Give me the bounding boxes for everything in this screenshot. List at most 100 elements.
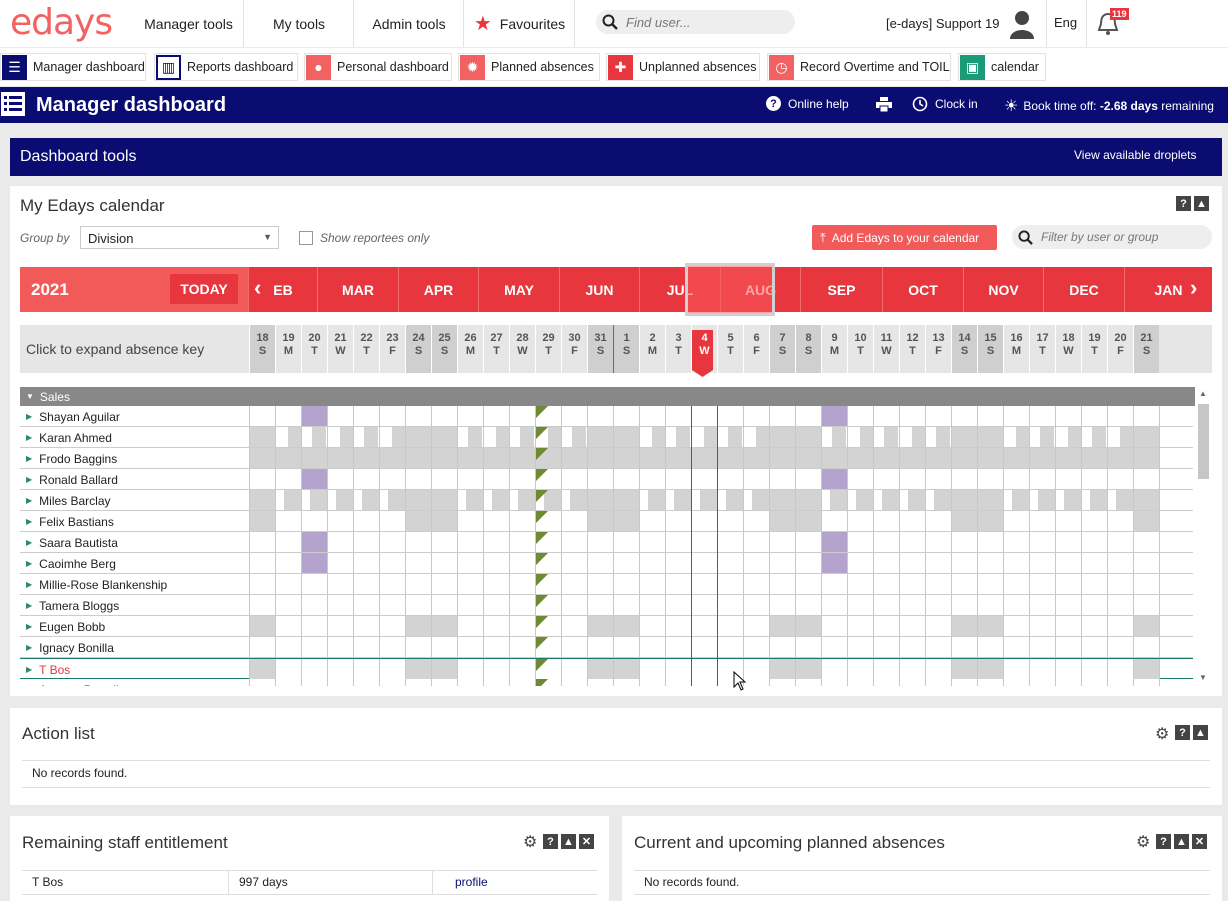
quicklink-calendar[interactable]: ▣ calendar <box>958 53 1046 81</box>
nav-favourites[interactable]: ★ Favourites <box>465 0 575 47</box>
calendar-cell[interactable] <box>769 659 795 679</box>
calendar-cell[interactable] <box>509 595 535 615</box>
calendar-cell[interactable] <box>561 616 587 636</box>
calendar-cell[interactable] <box>821 574 847 594</box>
calendar-cell[interactable] <box>743 448 769 468</box>
table-row[interactable]: ▶ Miles Barclay <box>20 490 1193 511</box>
calendar-cell[interactable] <box>847 511 873 531</box>
collapse-icon[interactable]: ▲ <box>561 834 576 849</box>
calendar-cell[interactable] <box>1029 679 1055 686</box>
calendar-cell[interactable] <box>1107 637 1133 657</box>
calendar-cell[interactable] <box>899 659 925 679</box>
calendar-cell[interactable] <box>769 616 795 636</box>
calendar-cell[interactable] <box>405 574 431 594</box>
calendar-cell[interactable] <box>1081 679 1107 686</box>
calendar-cell[interactable] <box>743 511 769 531</box>
month-may[interactable]: MAY <box>478 267 559 312</box>
calendar-cell[interactable] <box>951 574 977 594</box>
calendar-cell[interactable] <box>665 616 691 636</box>
calendar-cell[interactable] <box>795 679 821 686</box>
calendar-cell[interactable] <box>613 469 639 489</box>
day-column-30[interactable]: 30 F <box>561 325 587 373</box>
calendar-cell[interactable] <box>1029 659 1055 679</box>
day-column-15[interactable]: 15 S <box>977 325 1003 373</box>
calendar-cell[interactable] <box>821 490 848 510</box>
calendar-cell[interactable] <box>691 574 717 594</box>
calendar-cell[interactable] <box>509 427 535 447</box>
calendar-cell[interactable] <box>873 448 899 468</box>
calendar-cell[interactable] <box>1107 616 1133 636</box>
calendar-cell[interactable] <box>561 574 587 594</box>
calendar-cell[interactable] <box>379 490 406 510</box>
calendar-cell[interactable] <box>275 616 301 636</box>
calendar-cell[interactable] <box>1107 469 1133 489</box>
calendar-cell[interactable] <box>1003 637 1029 657</box>
calendar-cell[interactable] <box>639 637 665 657</box>
calendar-cell[interactable] <box>1003 616 1029 636</box>
day-column-10[interactable]: 10 T <box>847 325 873 373</box>
month-dec[interactable]: DEC <box>1043 267 1124 312</box>
calendar-cell[interactable] <box>457 532 483 552</box>
calendar-cell[interactable] <box>795 616 821 636</box>
calendar-cell[interactable] <box>925 511 951 531</box>
calendar-cell[interactable] <box>821 553 847 573</box>
calendar-cell[interactable] <box>587 406 613 426</box>
day-column-24[interactable]: 24 S <box>405 325 431 373</box>
calendar-cell[interactable] <box>613 532 639 552</box>
calendar-cell[interactable] <box>613 679 639 686</box>
month-sep[interactable]: SEP <box>800 267 882 312</box>
calendar-cell[interactable] <box>483 659 509 679</box>
calendar-cell[interactable] <box>951 532 977 552</box>
calendar-cell[interactable] <box>1107 659 1133 679</box>
calendar-cell[interactable] <box>1081 553 1107 573</box>
calendar-cell[interactable] <box>379 637 405 657</box>
calendar-cell[interactable] <box>665 448 691 468</box>
calendar-cell[interactable] <box>483 553 509 573</box>
calendar-cell[interactable] <box>795 427 822 447</box>
calendar-cell[interactable] <box>327 427 354 447</box>
calendar-cell[interactable] <box>847 490 874 510</box>
clock-in-link[interactable]: Clock in <box>912 96 978 112</box>
calendar-cell[interactable] <box>665 553 691 573</box>
calendar-cell[interactable] <box>431 595 457 615</box>
calendar-cell[interactable] <box>977 637 1003 657</box>
print-icon[interactable] <box>876 97 892 112</box>
calendar-cell[interactable] <box>1055 679 1081 686</box>
quicklink-unplanned-absences[interactable]: ✚ Unplanned absences <box>606 53 760 81</box>
help-icon[interactable]: ? <box>1176 196 1191 211</box>
calendar-cell[interactable] <box>379 406 405 426</box>
visible-range-window[interactable] <box>685 263 775 316</box>
table-row[interactable]: ▶ Saara Bautista <box>20 532 1193 553</box>
calendar-cell[interactable] <box>587 616 613 636</box>
calendar-cell[interactable] <box>639 553 665 573</box>
calendar-cell[interactable] <box>535 637 561 657</box>
day-column-31[interactable]: 31 S <box>587 325 613 373</box>
day-column-17[interactable]: 17 T <box>1029 325 1055 373</box>
view-droplets-link[interactable]: View available droplets <box>1074 148 1197 162</box>
calendar-cell[interactable] <box>1107 490 1134 510</box>
calendar-cell[interactable] <box>951 595 977 615</box>
calendar-cell[interactable] <box>327 659 353 679</box>
day-column-18[interactable]: 18 S <box>249 325 275 373</box>
day-column-29[interactable]: 29 T <box>535 325 561 373</box>
calendar-cell[interactable] <box>977 406 1003 426</box>
calendar-cell[interactable] <box>743 427 770 447</box>
calendar-cell[interactable] <box>405 490 432 510</box>
calendar-cell[interactable] <box>769 637 795 657</box>
day-column-14[interactable]: 14 S <box>951 325 977 373</box>
calendar-cell[interactable] <box>275 595 301 615</box>
calendar-cell[interactable] <box>821 532 847 552</box>
calendar-cell[interactable] <box>1029 511 1055 531</box>
prev-month-icon[interactable]: ‹ <box>254 275 262 300</box>
calendar-cell[interactable] <box>717 448 743 468</box>
calendar-cell[interactable] <box>925 532 951 552</box>
calendar-cell[interactable] <box>587 574 613 594</box>
calendar-cell[interactable] <box>977 490 1004 510</box>
calendar-cell[interactable] <box>353 427 379 447</box>
calendar-cell[interactable] <box>249 659 275 679</box>
calendar-cell[interactable] <box>1003 659 1029 679</box>
calendar-cell[interactable] <box>925 448 951 468</box>
